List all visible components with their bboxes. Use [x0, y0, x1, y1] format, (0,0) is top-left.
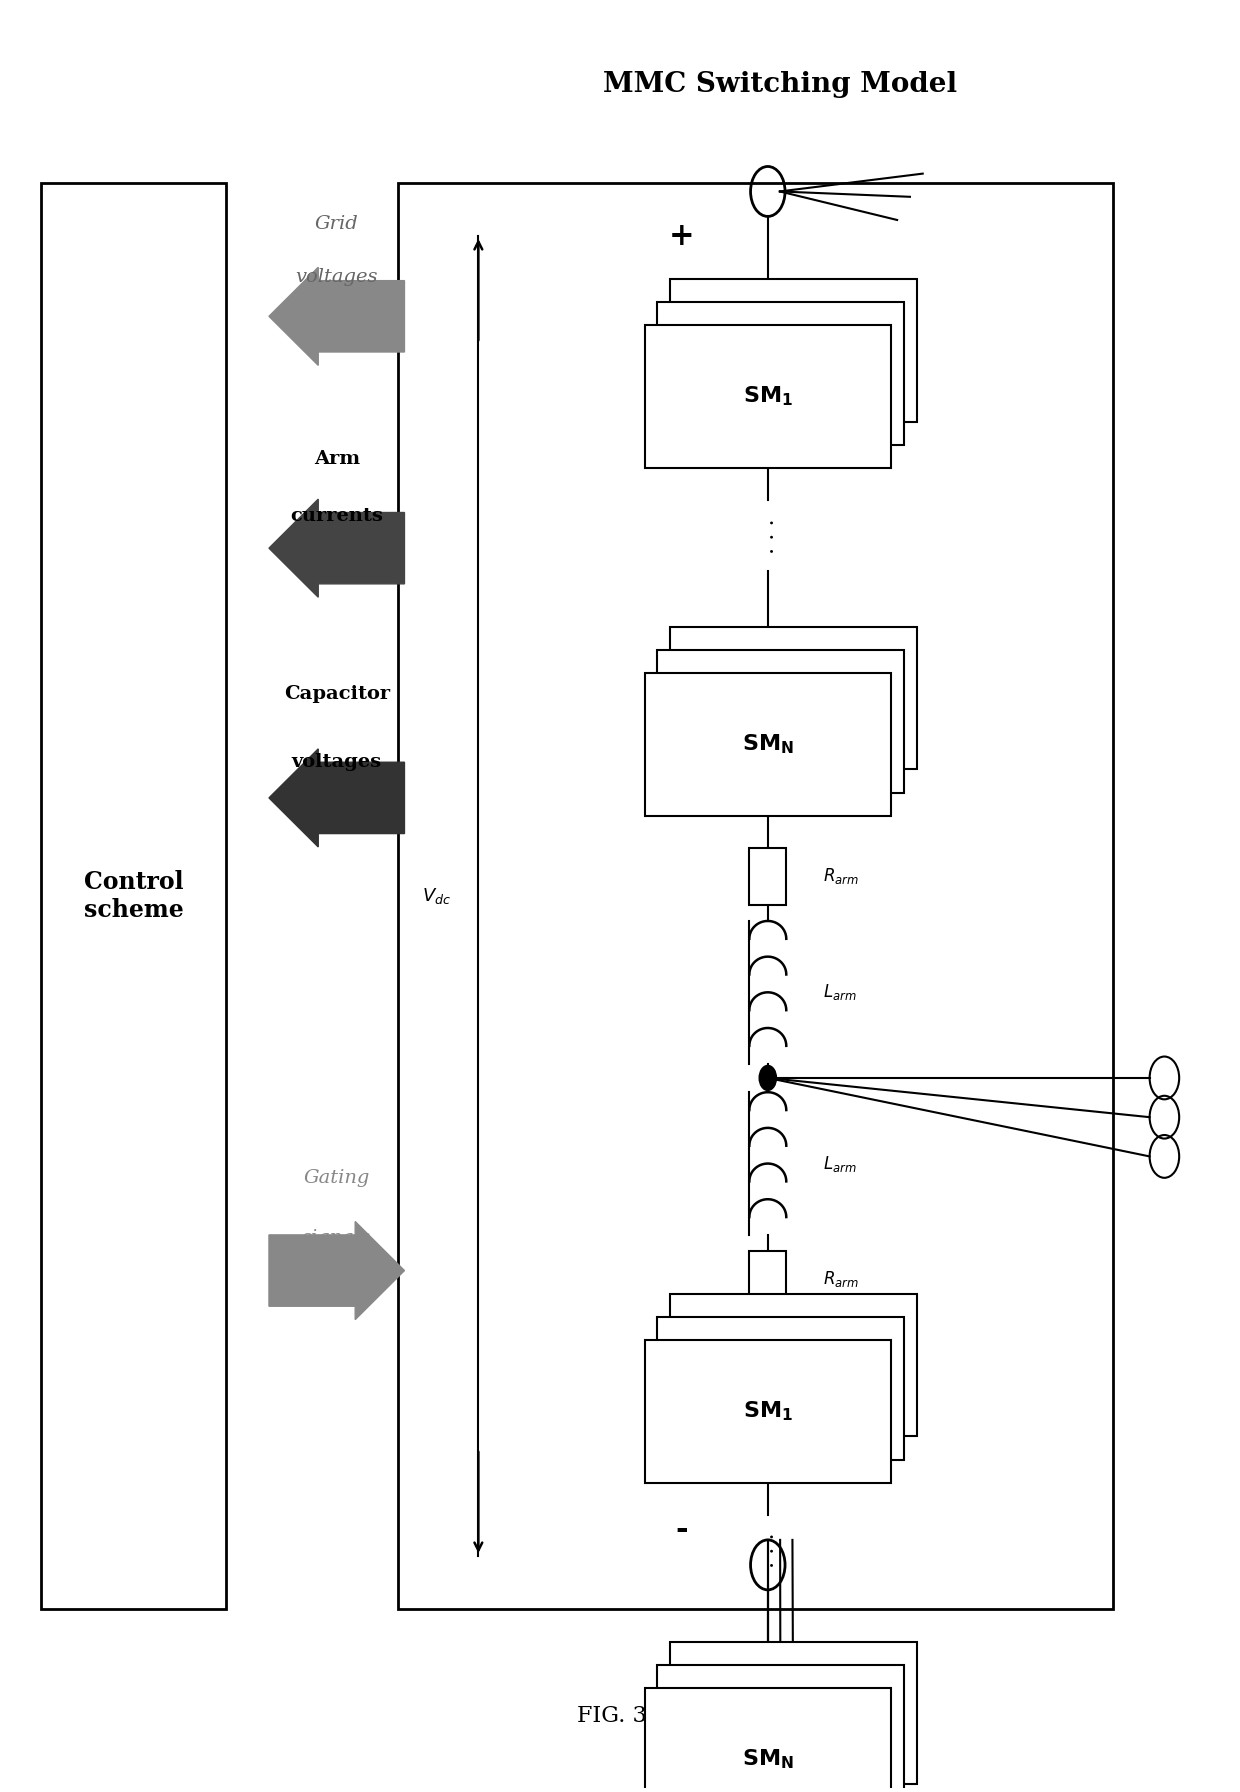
Text: $L_{arm}$: $L_{arm}$	[823, 1154, 857, 1174]
Text: . . .: . . .	[756, 518, 779, 554]
FancyArrow shape	[269, 500, 404, 597]
Text: Control
scheme: Control scheme	[83, 871, 184, 921]
Bar	[671, 1294, 916, 1437]
FancyArrow shape	[269, 749, 404, 848]
Text: Arm: Arm	[314, 450, 360, 468]
Text: currents: currents	[290, 507, 383, 525]
Circle shape	[759, 1066, 776, 1090]
Bar	[671, 280, 916, 421]
Bar	[645, 674, 892, 815]
Text: voltages: voltages	[291, 753, 382, 771]
Text: signals: signals	[303, 1229, 371, 1247]
Text: $L_{arm}$: $L_{arm}$	[823, 982, 857, 1002]
Text: $V_{dc}$: $V_{dc}$	[422, 885, 451, 907]
Bar	[398, 183, 1112, 1609]
Text: MMC Switching Model: MMC Switching Model	[603, 72, 957, 99]
Text: $R_{arm}$: $R_{arm}$	[823, 866, 859, 887]
Text: . . .: . . .	[756, 1532, 779, 1568]
FancyArrow shape	[269, 267, 404, 366]
Text: $\mathbf{SM_N}$: $\mathbf{SM_N}$	[742, 1747, 794, 1770]
Text: $\mathbf{SM_N}$: $\mathbf{SM_N}$	[742, 733, 794, 756]
Bar	[657, 1317, 904, 1460]
Bar	[645, 324, 892, 468]
Bar	[645, 1340, 892, 1482]
Text: $R_{arm}$: $R_{arm}$	[823, 1269, 859, 1290]
Text: Gating: Gating	[304, 1168, 370, 1186]
Bar	[41, 183, 226, 1609]
Text: Capacitor: Capacitor	[284, 686, 389, 704]
Bar	[657, 303, 904, 444]
Bar	[671, 627, 916, 769]
Text: $\mathbf{SM_1}$: $\mathbf{SM_1}$	[743, 1400, 792, 1423]
Bar	[657, 1665, 904, 1792]
Text: voltages: voltages	[295, 269, 378, 287]
Text: FIG. 3A: FIG. 3A	[577, 1706, 663, 1727]
Text: Grid: Grid	[315, 215, 358, 233]
Bar	[749, 1251, 786, 1308]
Text: -: -	[676, 1514, 688, 1545]
FancyArrow shape	[269, 1222, 404, 1319]
Bar	[749, 848, 786, 905]
Bar	[645, 1688, 892, 1792]
Text: $\mathbf{SM_1}$: $\mathbf{SM_1}$	[743, 385, 792, 409]
Bar	[671, 1641, 916, 1785]
Bar	[657, 650, 904, 792]
Text: +: +	[668, 220, 694, 251]
